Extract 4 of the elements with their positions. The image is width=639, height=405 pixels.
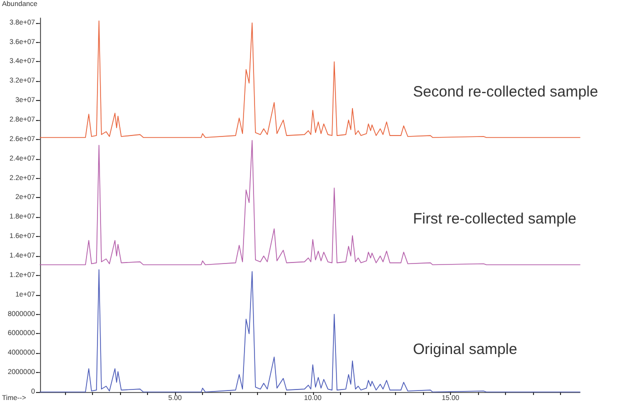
- line-series: [40, 140, 580, 266]
- series-label: Original sample: [413, 341, 518, 358]
- series-label: First re-collected sample: [413, 210, 576, 228]
- series-label: Second re-collected sample: [413, 83, 598, 100]
